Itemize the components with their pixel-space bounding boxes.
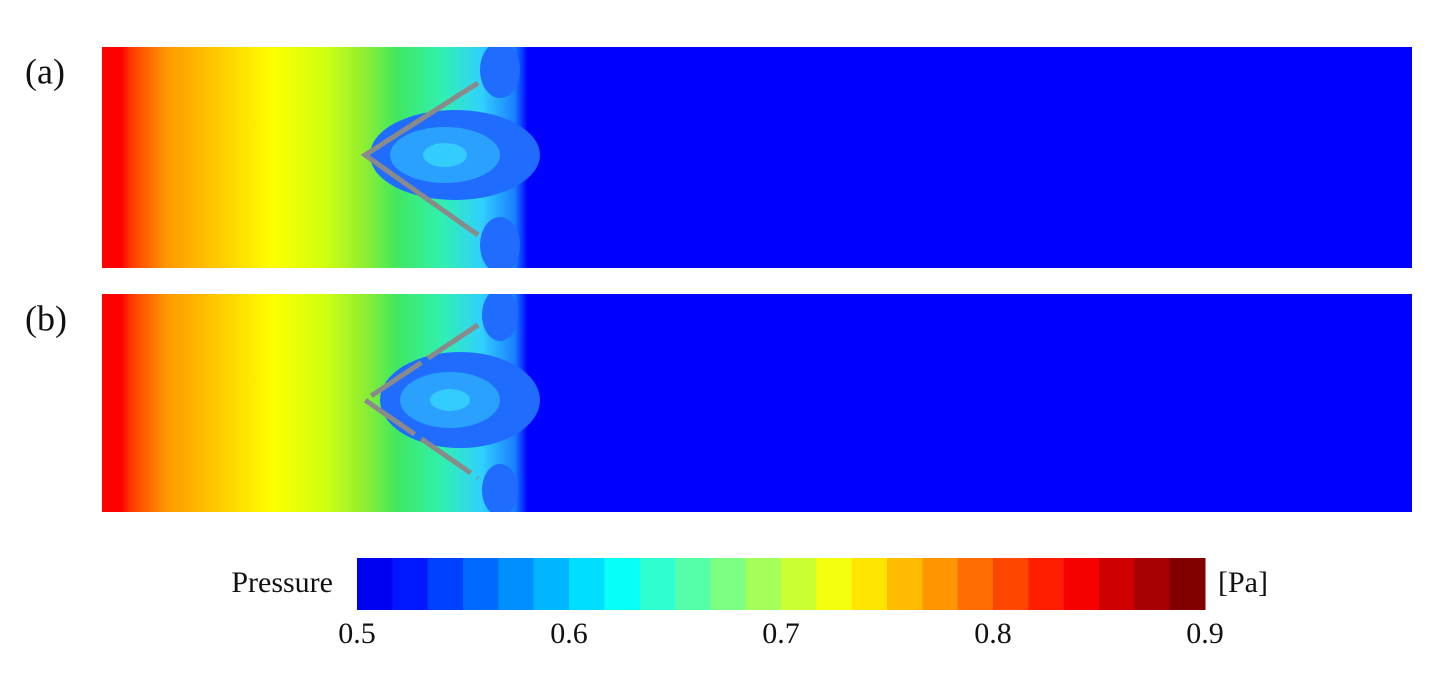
colorbar-tick-label: 0.7	[762, 617, 800, 650]
wake	[430, 389, 470, 411]
colorbar-band	[1099, 558, 1135, 610]
colorbar-title: Pressure	[231, 566, 333, 599]
colorbar-band	[1063, 558, 1100, 610]
colorbar-band	[675, 558, 711, 610]
colorbar-band	[887, 558, 923, 610]
pressure-field	[102, 47, 1412, 268]
panel-label: (b)	[25, 298, 67, 338]
panel-b	[102, 294, 1412, 512]
colorbar-band	[498, 558, 535, 610]
pressure-field	[102, 294, 1412, 512]
colorbar-tick-label: 0.8	[974, 617, 1012, 650]
panel-label: (a)	[25, 51, 65, 91]
colorbar-band	[993, 558, 1029, 610]
colorbar-tick-label: 0.9	[1186, 617, 1224, 650]
colorbar-band	[569, 558, 605, 610]
colorbar-tick-label: 0.5	[338, 617, 376, 650]
colorbar-band	[1169, 558, 1206, 610]
baffle	[360, 322, 480, 481]
colorbar-band	[922, 558, 959, 610]
colorbar-band	[781, 558, 817, 610]
colorbar-band	[427, 558, 464, 610]
colorbar-band	[745, 558, 782, 610]
colorbar-band	[357, 558, 393, 610]
colorbar-band	[533, 558, 570, 610]
colorbar-unit: [Pa]	[1218, 566, 1268, 599]
colorbar-band	[392, 558, 429, 610]
panel-a	[102, 47, 1412, 268]
colorbar-band	[816, 558, 853, 610]
wake	[480, 217, 520, 268]
wake	[423, 143, 467, 167]
colorbar-band	[463, 558, 499, 610]
baffle	[360, 80, 480, 238]
colorbar-band	[639, 558, 676, 610]
colorbar-band	[604, 558, 641, 610]
wake	[482, 294, 518, 341]
wake	[482, 464, 518, 512]
colorbar-tick-label: 0.6	[550, 617, 588, 650]
colorbar-band	[1134, 558, 1171, 610]
colorbar-band	[957, 558, 994, 610]
colorbar: 0.5 0.6 0.7 0.8 0.9	[338, 558, 1224, 650]
colorbar-band	[710, 558, 747, 610]
colorbar-band	[851, 558, 888, 610]
colorbar-band	[1028, 558, 1065, 610]
wake	[480, 47, 520, 98]
